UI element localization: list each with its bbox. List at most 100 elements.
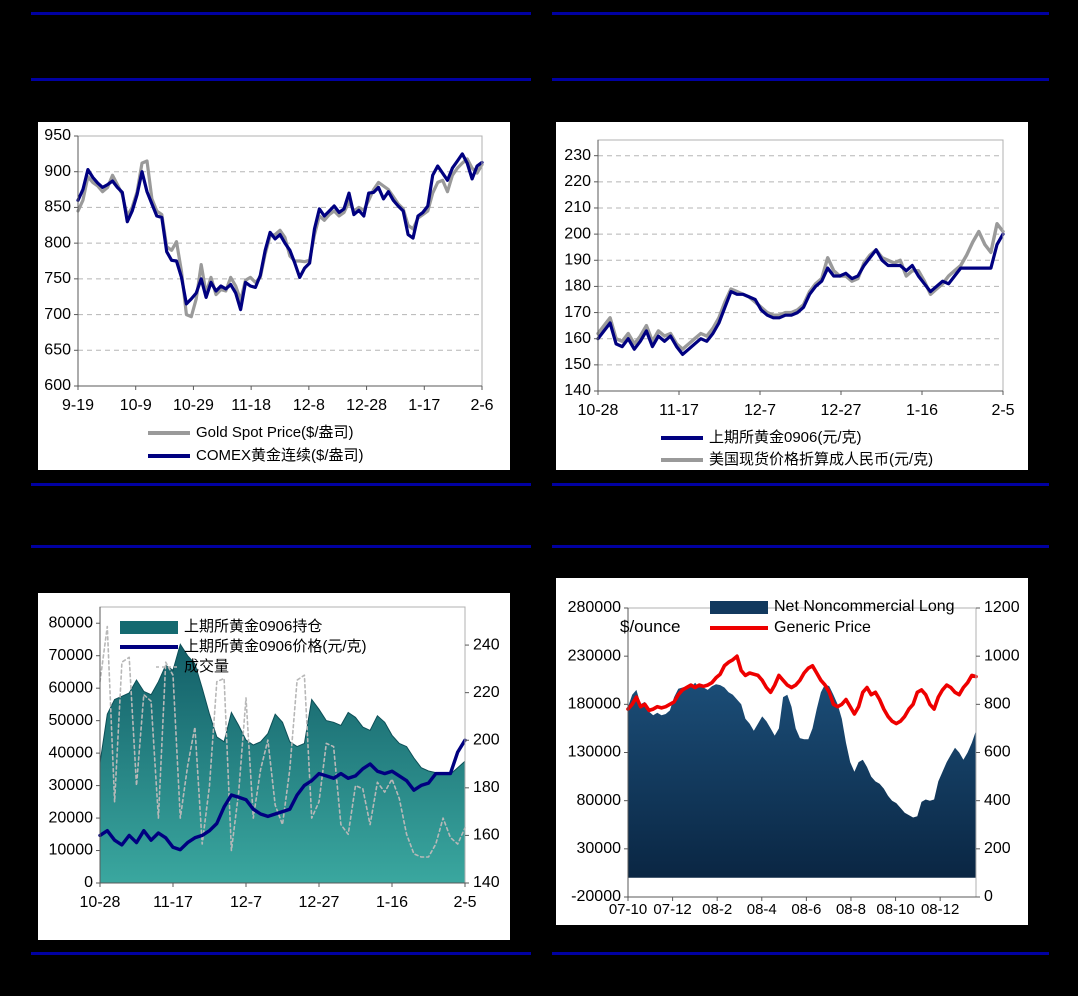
mid-rule-top-left [31, 483, 531, 486]
svg-text:08-8: 08-8 [836, 901, 866, 918]
svg-text:12-27: 12-27 [821, 402, 862, 419]
svg-text:130000: 130000 [568, 744, 621, 761]
svg-text:80000: 80000 [577, 792, 622, 809]
svg-text:80000: 80000 [49, 614, 94, 631]
svg-text:08-10: 08-10 [876, 901, 914, 918]
svg-text:10000: 10000 [49, 842, 94, 859]
mid-rule-bottom-right [552, 545, 1049, 548]
chart-cftc-netlong: -20000 30000 80000 130000 180000 230000 280000… [568, 598, 1020, 918]
chart-shfe-position-volume-panel: 0 10000 20000 30000 40000 50000 60000 70000 8000… [38, 593, 510, 940]
svg-text:50000: 50000 [49, 712, 94, 729]
svg-text:200: 200 [564, 225, 591, 242]
svg-text:180000: 180000 [568, 696, 621, 713]
mid-rule-top-right [552, 483, 1049, 486]
svg-text:60000: 60000 [49, 679, 94, 696]
svg-text:08-12: 08-12 [921, 901, 959, 918]
svg-text:1-16: 1-16 [906, 402, 938, 419]
svg-text:上期所黄金0906(元/克): 上期所黄金0906(元/克) [709, 429, 862, 446]
svg-text:1200: 1200 [984, 599, 1020, 616]
svg-text:750: 750 [44, 270, 71, 287]
svg-text:950: 950 [44, 127, 71, 144]
svg-text:1000: 1000 [984, 647, 1020, 664]
svg-text:COMEX黄金连续($/盎司): COMEX黄金连续($/盎司) [196, 447, 364, 464]
svg-text:08-4: 08-4 [747, 901, 777, 918]
svg-text:230: 230 [564, 147, 591, 164]
svg-text:0: 0 [84, 874, 93, 891]
svg-text:Net Noncommercial Long: Net Noncommercial Long [774, 598, 955, 615]
svg-text:240: 240 [473, 636, 500, 653]
svg-text:12-28: 12-28 [346, 397, 387, 414]
svg-text:700: 700 [44, 306, 71, 323]
svg-text:上期所黄金0906价格(元/克): 上期所黄金0906价格(元/克) [184, 638, 367, 655]
svg-text:650: 650 [44, 342, 71, 359]
svg-text:08-2: 08-2 [702, 901, 732, 918]
svg-text:40000: 40000 [49, 744, 94, 761]
svg-text:20000: 20000 [49, 809, 94, 826]
svg-text:800: 800 [44, 234, 71, 251]
svg-text:12-8: 12-8 [293, 397, 325, 414]
svg-text:-20000: -20000 [571, 888, 621, 905]
svg-text:180: 180 [473, 779, 500, 796]
svg-text:2-6: 2-6 [470, 397, 493, 414]
svg-text:9-19: 9-19 [62, 397, 94, 414]
svg-text:850: 850 [44, 199, 71, 216]
svg-text:11-17: 11-17 [153, 894, 193, 911]
svg-text:140: 140 [473, 874, 500, 891]
svg-text:200: 200 [473, 731, 500, 748]
svg-text:11-18: 11-18 [231, 397, 271, 414]
svg-text:170: 170 [564, 304, 591, 321]
chart-shfe-vs-us-rmb-panel: 140 150 160 170 180 190 200 210 220 230 10-28 11-17… [556, 122, 1028, 470]
svg-text:30000: 30000 [577, 840, 622, 857]
svg-text:Generic Price: Generic Price [774, 619, 871, 636]
svg-text:上期所黄金0906持仓: 上期所黄金0906持仓 [184, 618, 322, 635]
chart-gold-usd: 600 650 700 750 800 850 900 950 9-19 10-9 10-29 11-… [44, 127, 493, 464]
svg-text:190: 190 [564, 251, 591, 268]
svg-text:800: 800 [984, 696, 1011, 713]
svg-text:1-16: 1-16 [376, 894, 408, 911]
svg-text:10-9: 10-9 [120, 397, 152, 414]
chart-cftc-netlong-panel: -20000 30000 80000 130000 180000 230000 280000… [556, 578, 1028, 925]
svg-text:400: 400 [984, 792, 1011, 809]
svg-text:600: 600 [44, 377, 71, 394]
svg-text:0: 0 [984, 888, 993, 905]
svg-text:900: 900 [44, 163, 71, 180]
svg-text:$/ounce: $/ounce [620, 617, 681, 636]
svg-text:1-17: 1-17 [408, 397, 440, 414]
svg-text:210: 210 [564, 199, 591, 216]
svg-text:70000: 70000 [49, 647, 94, 664]
svg-text:600: 600 [984, 744, 1011, 761]
svg-text:12-7: 12-7 [744, 402, 776, 419]
svg-text:200: 200 [984, 840, 1011, 857]
svg-text:10-28: 10-28 [578, 402, 619, 419]
svg-text:280000: 280000 [568, 599, 621, 616]
footer-rule-left [31, 952, 531, 955]
svg-text:10-28: 10-28 [80, 894, 121, 911]
svg-text:150: 150 [564, 356, 591, 373]
svg-text:2-5: 2-5 [453, 894, 476, 911]
svg-text:220: 220 [564, 173, 591, 190]
svg-text:08-6: 08-6 [791, 901, 821, 918]
chart-shfe-position: 0 10000 20000 30000 40000 50000 60000 70000 8000… [49, 606, 500, 911]
svg-text:140: 140 [564, 382, 591, 399]
svg-text:230000: 230000 [568, 647, 621, 664]
svg-text:160: 160 [473, 827, 500, 844]
svg-text:30000: 30000 [49, 777, 94, 794]
svg-text:成交量: 成交量 [184, 657, 229, 675]
svg-text:10-29: 10-29 [173, 397, 214, 414]
mid-rule-bottom-left [31, 545, 531, 548]
chart-gold-rmb: 140 150 160 170 180 190 200 210 220 230 10-28 11-17… [564, 139, 1015, 468]
svg-text:220: 220 [473, 684, 500, 701]
svg-text:11-17: 11-17 [659, 402, 699, 419]
header-rule-bottom-left [31, 78, 531, 81]
svg-text:160: 160 [564, 330, 591, 347]
svg-text:美国现货价格折算成人民币(元/克): 美国现货价格折算成人民币(元/克) [709, 450, 933, 468]
chart-gold-spot-comex-panel: 600 650 700 750 800 850 900 950 9-19 10-9 10-29 11-… [38, 122, 510, 470]
svg-text:180: 180 [564, 278, 591, 295]
svg-text:12-27: 12-27 [299, 894, 340, 911]
svg-text:Gold Spot Price($/盎司): Gold Spot Price($/盎司) [196, 424, 354, 441]
svg-text:07-12: 07-12 [653, 901, 691, 918]
svg-text:12-7: 12-7 [230, 894, 262, 911]
footer-rule-right [552, 952, 1049, 955]
header-rule-top-right [552, 12, 1049, 15]
